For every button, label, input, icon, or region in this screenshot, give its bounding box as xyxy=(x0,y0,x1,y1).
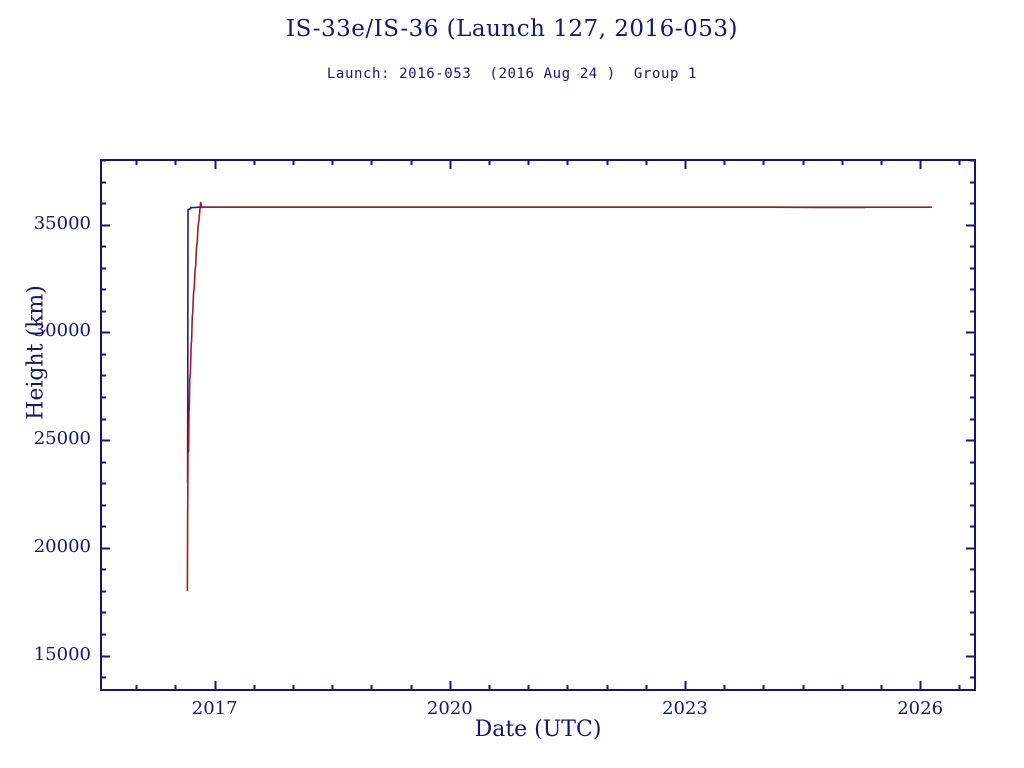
series-line-2 xyxy=(186,201,932,591)
y-tick-label: 20000 xyxy=(33,535,91,557)
series-line-1 xyxy=(186,206,866,484)
chart-subtitle: Launch: 2016-053 (2016 Aug 24 ) Group 1 xyxy=(326,66,698,82)
plot-frame xyxy=(100,159,976,691)
y-tick-label: 25000 xyxy=(33,428,91,450)
y-tick-label: 15000 xyxy=(33,643,91,665)
y-tick-label: 30000 xyxy=(33,320,91,342)
x-tick-label: 2017 xyxy=(191,698,238,719)
x-tick-label: 2020 xyxy=(426,698,473,719)
x-tick-label: 2026 xyxy=(897,698,944,719)
x-axis-title: Date (UTC) xyxy=(474,717,602,742)
x-tick-label: 2023 xyxy=(662,698,708,719)
y-tick-label: 35000 xyxy=(33,212,91,234)
chart-title: IS-33e/IS-36 (Launch 127, 2016-053) xyxy=(286,16,738,42)
